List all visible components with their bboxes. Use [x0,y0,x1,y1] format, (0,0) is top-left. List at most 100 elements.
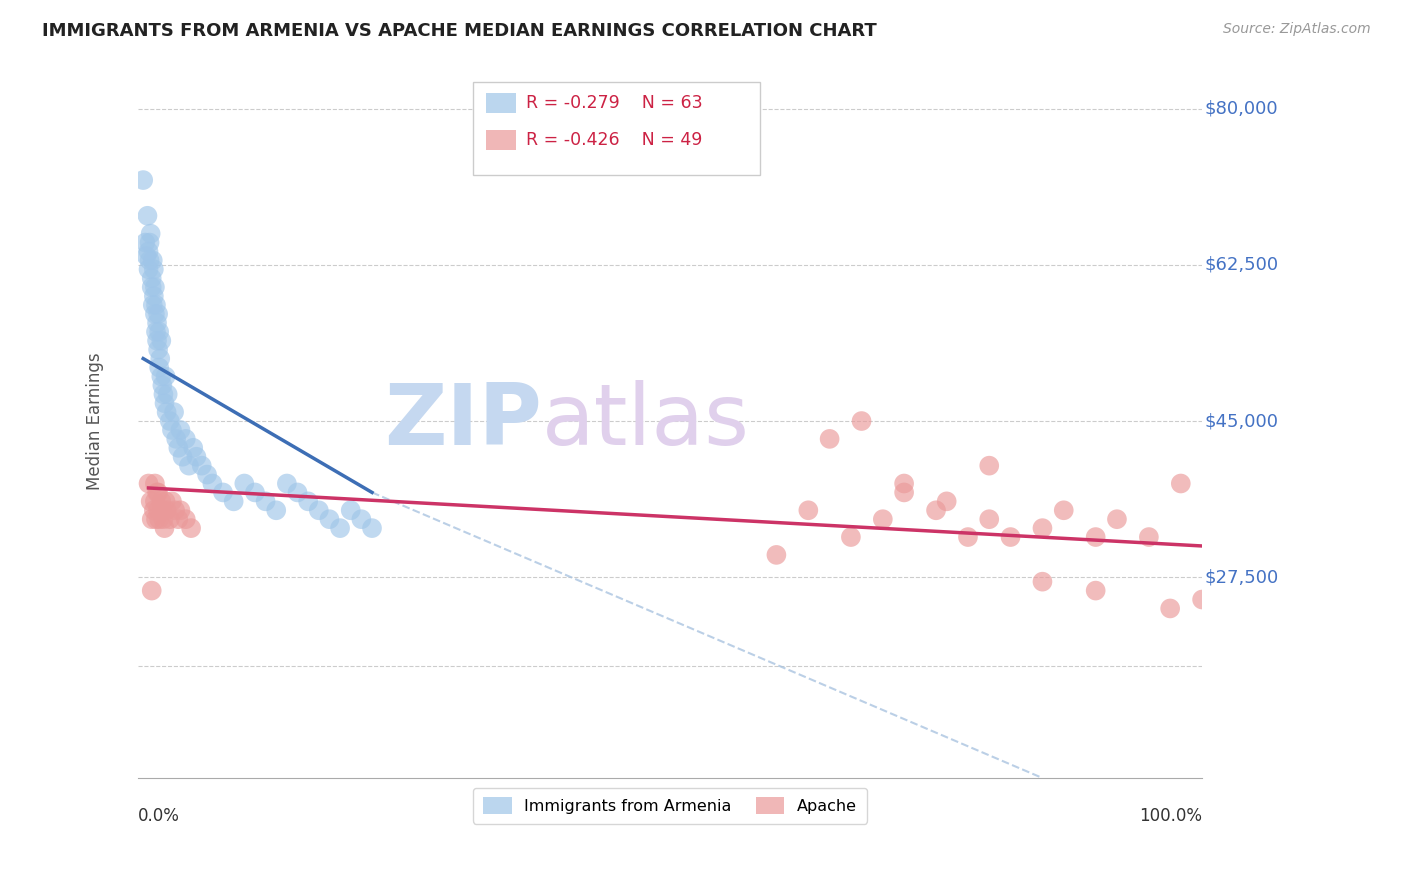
Point [142,262,165,277]
Point [146,343,169,357]
Point [1170,476,1192,491]
Point [956,530,979,544]
Point [160,423,183,437]
Text: IMMIGRANTS FROM ARMENIA VS APACHE MEDIAN EARNINGS CORRELATION CHART: IMMIGRANTS FROM ARMENIA VS APACHE MEDIAN… [42,22,877,40]
Point [979,458,1001,473]
Point [361,521,384,535]
Point [1105,512,1128,526]
Point [159,414,181,428]
Point [153,396,176,410]
Point [181,441,204,455]
Point [142,289,165,303]
Point [851,414,873,428]
Point [979,512,1001,526]
Point [143,494,166,508]
Point [132,173,155,187]
Point [138,476,160,491]
Point [797,503,820,517]
FancyBboxPatch shape [486,129,516,150]
Point [839,530,862,544]
Point [150,334,173,348]
FancyBboxPatch shape [486,94,516,113]
Point [297,494,319,508]
Point [145,298,167,312]
FancyBboxPatch shape [472,82,761,175]
Text: Source: ZipAtlas.com: Source: ZipAtlas.com [1223,22,1371,37]
Point [142,503,165,517]
Point [287,485,309,500]
Point [136,209,159,223]
Point [141,280,163,294]
Point [190,458,212,473]
Point [148,325,170,339]
Point [233,476,256,491]
Text: $62,500: $62,500 [1204,256,1278,274]
Point [155,369,177,384]
Point [1159,601,1181,615]
Text: 0.0%: 0.0% [138,806,180,824]
Point [138,244,160,259]
Point [141,583,163,598]
Point [152,387,174,401]
Text: $27,500: $27,500 [1204,568,1278,586]
Text: ZIP: ZIP [384,379,543,463]
Point [186,450,208,464]
Point [150,503,173,517]
Point [145,512,167,526]
Point [165,503,187,517]
Point [138,262,160,277]
Point [160,494,183,508]
Point [201,476,224,491]
Point [156,405,179,419]
Point [146,503,169,517]
Point [146,334,169,348]
Point [141,271,163,285]
Point [152,512,174,526]
Point [143,280,166,294]
Point [153,521,176,535]
Point [156,387,179,401]
Point [1031,574,1053,589]
Point [156,503,179,517]
Point [138,235,160,250]
Point [146,485,169,500]
Point [139,227,162,241]
Point [135,249,157,263]
Point [222,494,245,508]
Point [350,512,373,526]
Point [180,521,202,535]
Point [935,494,957,508]
Point [142,253,165,268]
Text: $45,000: $45,000 [1204,412,1278,430]
Point [765,548,787,562]
Point [146,316,169,330]
Point [1137,530,1160,544]
Point [143,476,166,491]
Point [329,521,352,535]
Point [148,512,170,526]
Point [150,378,173,392]
Point [212,485,235,500]
Point [169,503,191,517]
Point [243,485,266,500]
Point [155,494,177,508]
Point [254,494,277,508]
Text: R = -0.279    N = 63: R = -0.279 N = 63 [526,95,703,112]
Point [174,512,197,526]
Point [167,512,190,526]
Point [276,476,298,491]
Point [146,307,169,321]
Point [177,458,200,473]
Point [1000,530,1022,544]
Text: Median Earnings: Median Earnings [86,352,104,490]
Text: $80,000: $80,000 [1204,100,1278,118]
Text: 100.0%: 100.0% [1139,806,1202,824]
Point [893,485,915,500]
Point [143,307,166,321]
Legend: Immigrants from Armenia, Apache: Immigrants from Armenia, Apache [474,788,866,823]
Point [150,494,173,508]
Point [195,467,218,482]
Point [139,494,162,508]
Point [167,441,190,455]
Point [146,485,169,500]
